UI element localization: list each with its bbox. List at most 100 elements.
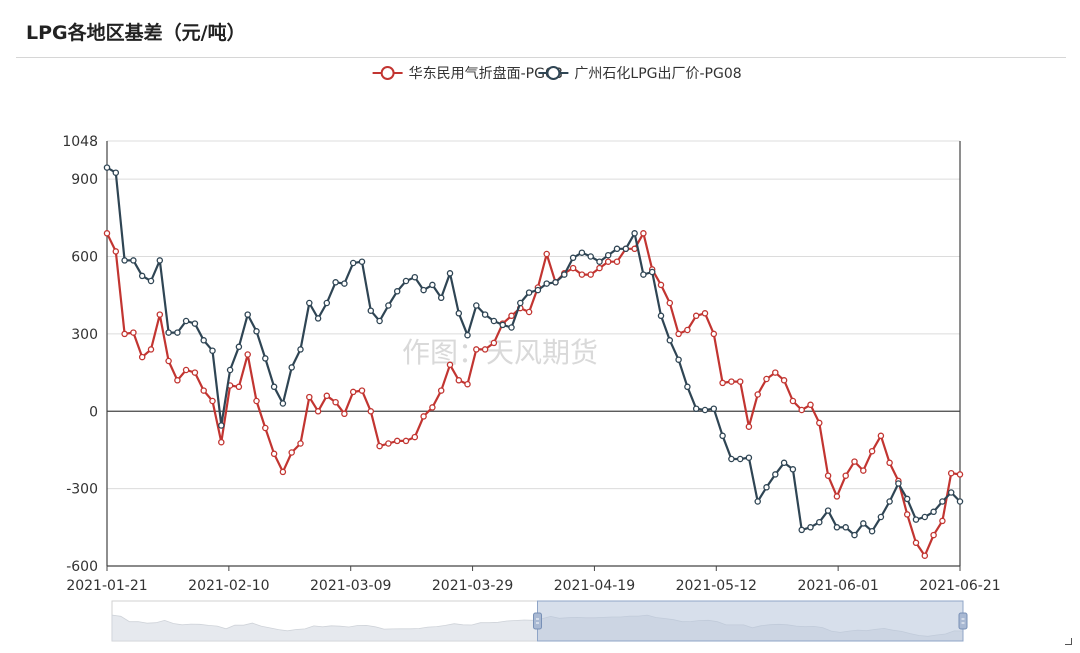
data-point[interactable] — [464, 331, 471, 339]
data-point[interactable] — [780, 459, 788, 467]
data-point[interactable] — [112, 169, 120, 176]
data-point[interactable] — [886, 459, 893, 467]
data-point[interactable] — [772, 471, 779, 478]
data-point[interactable] — [218, 422, 225, 429]
data-point[interactable] — [578, 249, 586, 256]
data-point[interactable] — [385, 440, 392, 447]
data-point[interactable] — [130, 329, 137, 336]
data-point[interactable] — [807, 524, 814, 531]
data-point[interactable] — [552, 279, 559, 286]
data-point[interactable] — [121, 330, 128, 338]
data-point[interactable] — [473, 346, 480, 353]
data-point[interactable] — [613, 258, 621, 265]
data-point[interactable] — [895, 480, 902, 487]
data-point[interactable] — [640, 230, 647, 237]
data-point[interactable] — [842, 472, 849, 479]
data-point[interactable] — [578, 271, 586, 278]
data-point[interactable] — [807, 401, 814, 409]
resize-handle-icon[interactable] — [1065, 638, 1072, 645]
data-point[interactable] — [490, 339, 498, 347]
data-point[interactable] — [939, 517, 946, 525]
data-point[interactable] — [710, 405, 718, 412]
data-point[interactable] — [868, 447, 876, 455]
data-point[interactable] — [745, 423, 753, 430]
data-point[interactable] — [824, 472, 832, 479]
data-point[interactable] — [947, 489, 955, 496]
data-point[interactable] — [420, 413, 427, 420]
data-point[interactable] — [684, 326, 691, 334]
data-point[interactable] — [182, 366, 190, 374]
data-point[interactable] — [332, 279, 339, 286]
data-point[interactable] — [349, 259, 357, 267]
data-point[interactable] — [534, 286, 542, 294]
data-point[interactable] — [569, 254, 577, 262]
legend-item-2[interactable]: 广州石化LPG出厂价-PG08 — [538, 66, 742, 82]
data-point[interactable] — [657, 281, 665, 289]
data-point[interactable] — [622, 245, 630, 253]
data-point[interactable] — [332, 398, 339, 406]
data-point[interactable] — [763, 375, 770, 383]
data-point[interactable] — [701, 310, 709, 317]
data-point[interactable] — [270, 450, 278, 458]
data-point[interactable] — [745, 454, 753, 461]
data-point[interactable] — [903, 495, 911, 503]
data-zoom-slider[interactable] — [111, 600, 968, 642]
chart-legend[interactable]: 华东民用气折盘面-PG08 广州石化LPG出厂价-PG08 — [372, 65, 742, 82]
data-point[interactable] — [376, 317, 383, 325]
data-point[interactable] — [886, 498, 893, 505]
data-point[interactable] — [719, 432, 726, 440]
data-point[interactable] — [517, 299, 524, 307]
legend-item-1[interactable]: 华东民用气折盘面-PG08 — [372, 65, 563, 82]
data-point[interactable] — [692, 405, 700, 412]
data-point[interactable] — [903, 511, 911, 518]
data-point[interactable] — [103, 164, 111, 171]
data-point[interactable] — [288, 364, 295, 371]
data-point[interactable] — [851, 531, 858, 539]
data-point[interactable] — [780, 377, 788, 384]
data-point[interactable] — [306, 393, 313, 401]
data-point[interactable] — [103, 230, 111, 237]
data-point[interactable] — [138, 272, 146, 280]
data-point[interactable] — [648, 268, 656, 276]
data-point[interactable] — [297, 440, 304, 447]
data-point[interactable] — [130, 257, 137, 264]
data-point[interactable] — [508, 324, 515, 331]
data-point[interactable] — [147, 346, 155, 353]
data-point[interactable] — [789, 397, 797, 405]
data-point[interactable] — [728, 455, 735, 463]
zoom-handle-left[interactable] — [533, 612, 542, 630]
data-point[interactable] — [147, 277, 155, 285]
data-point[interactable] — [393, 288, 401, 295]
data-point[interactable] — [481, 311, 489, 318]
data-point[interactable] — [543, 250, 550, 258]
data-point[interactable] — [376, 442, 383, 450]
data-point[interactable] — [710, 330, 718, 338]
data-point[interactable] — [455, 377, 463, 384]
data-point[interactable] — [446, 270, 454, 277]
data-point[interactable] — [402, 437, 410, 445]
data-point[interactable] — [429, 404, 436, 411]
data-point[interactable] — [912, 539, 920, 547]
data-point[interactable] — [701, 406, 709, 414]
data-point[interactable] — [613, 245, 621, 253]
data-point[interactable] — [666, 299, 674, 307]
data-point[interactable] — [596, 258, 603, 265]
data-point[interactable] — [323, 392, 331, 400]
data-point[interactable] — [754, 498, 761, 505]
data-point[interactable] — [341, 280, 348, 287]
data-point[interactable] — [244, 311, 251, 318]
data-point[interactable] — [763, 484, 770, 491]
data-point[interactable] — [684, 383, 691, 391]
data-point[interactable] — [569, 264, 577, 272]
data-point[interactable] — [736, 455, 744, 463]
data-point[interactable] — [191, 320, 199, 327]
data-point[interactable] — [921, 513, 929, 521]
data-point[interactable] — [789, 466, 797, 473]
data-point[interactable] — [499, 321, 506, 329]
data-point[interactable] — [174, 377, 181, 384]
data-point[interactable] — [675, 356, 682, 363]
data-point[interactable] — [754, 391, 761, 398]
data-point[interactable] — [138, 353, 146, 361]
data-point[interactable] — [402, 277, 410, 285]
data-point[interactable] — [666, 337, 674, 344]
